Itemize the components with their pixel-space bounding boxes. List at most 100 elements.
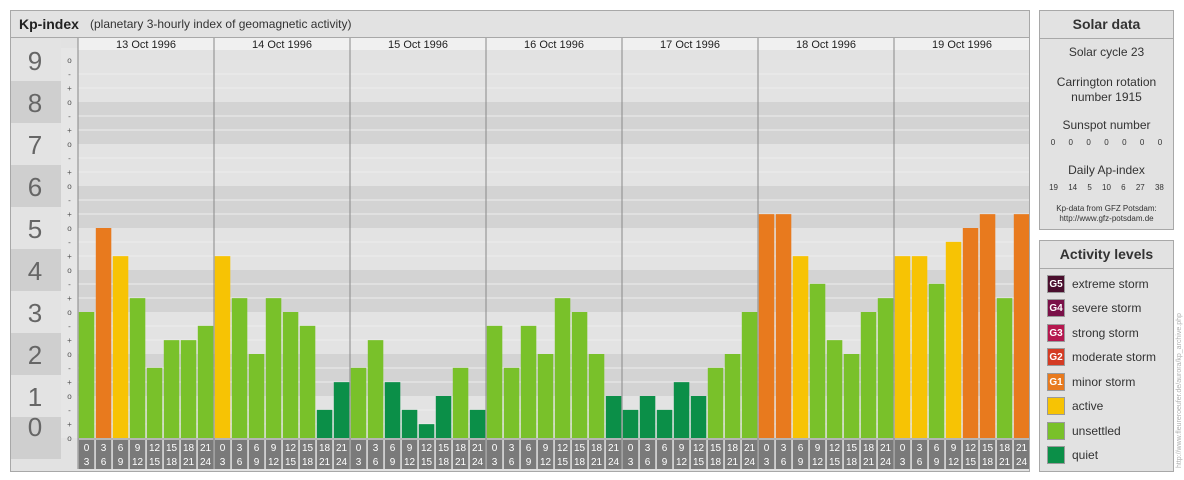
y-subtick-label: o [67,392,72,401]
day-header-cell [350,38,486,50]
y-subtick-label: - [68,238,71,247]
solar-data-panel: Solar data Solar cycle 23 Carrington rot… [1039,10,1174,230]
interval-end-label: 3 [764,457,770,468]
interval-cell [503,440,520,469]
interval-start-label: 15 [982,443,994,454]
kp-bar [265,298,282,438]
kp-bar [1013,214,1029,438]
kp-bar [571,312,588,438]
interval-start-label: 0 [764,443,770,454]
interval-start-label: 21 [880,443,892,454]
interval-start-label: 9 [543,443,549,454]
day-label: 15 Oct 1996 [388,39,448,51]
interval-start-label: 6 [118,443,124,454]
y-subtick-column [61,48,78,438]
interval-end-label: 18 [982,457,994,468]
kp-bar [78,312,95,438]
data-source-note: Kp-data from GFZ Potsdam: [1056,204,1157,213]
kp-bar-chart: 0123456789o+-o+-o+-o+-o+-o+-o+-o+-o+-o13… [11,38,1029,469]
interval-start-label: 15 [710,443,722,454]
y-subtick-label: o [67,224,72,233]
interval-cell [333,440,350,469]
interval-cell [996,440,1013,469]
kp-bar [979,214,996,438]
y-subtick-label: o [67,266,72,275]
interval-start-label: 0 [356,443,362,454]
y-tick-label: 7 [28,130,42,160]
kp-bar [401,409,418,438]
interval-start-label: 12 [557,443,569,454]
kp-bar [588,354,605,438]
level-swatch: G1 [1047,373,1065,391]
interval-start-label: 21 [744,443,756,454]
y-label-cell [11,417,61,459]
level-swatch [1047,397,1065,415]
y-tick-label: 2 [28,340,42,370]
level-label: active [1072,399,1104,413]
interval-cell [724,440,741,469]
interval-start-label: 0 [220,443,226,454]
level-label: moderate storm [1072,350,1157,364]
kp-chart-panel: Kp-index (planetary 3-hourly index of ge… [10,10,1030,472]
level-swatch: G3 [1047,324,1065,342]
kp-band [78,228,1029,270]
interval-start-label: 18 [319,443,331,454]
y-tick-label: 6 [28,172,42,202]
interval-end-label: 3 [84,457,90,468]
interval-end-label: 9 [118,457,124,468]
interval-end-label: 15 [421,457,433,468]
day-header-cell [894,38,1029,50]
kp-bar [112,256,129,438]
interval-cell [673,440,690,469]
kp-bar [554,298,571,438]
sunspot-value: 0 [1050,138,1056,147]
interval-start-label: 21 [336,443,348,454]
interval-cell [554,440,571,469]
interval-end-label: 9 [798,457,804,468]
sunspot-value: 0 [1104,138,1109,147]
interval-end-label: 9 [662,457,668,468]
interval-start-label: 3 [101,443,107,454]
interval-end-label: 21 [455,457,467,468]
kp-bar [860,312,877,438]
interval-start-label: 0 [628,443,634,454]
interval-start-label: 9 [135,443,141,454]
day-label: 18 Oct 1996 [796,39,856,51]
activity-levels-panel: Activity levels G5 extreme storm G4 seve… [1039,240,1174,472]
kp-bar [197,325,214,438]
day-header-cell [214,38,350,50]
interval-cell [775,440,792,469]
watermark-url: http://www.fleureroeufer.de/aurora/kp_ar… [1176,313,1183,468]
interval-start-label: 18 [591,443,603,454]
interval-end-label: 12 [676,457,688,468]
kp-bar [452,367,469,438]
interval-cell [792,440,809,469]
interval-cell [214,440,231,469]
interval-cell [452,440,469,469]
interval-end-label: 6 [509,457,515,468]
kp-bar [316,409,333,438]
interval-end-label: 24 [880,457,892,468]
chart-subtitle: (planetary 3-hourly index of geomagnetic… [90,17,352,31]
kp-bar [486,325,503,438]
interval-start-label: 0 [84,443,90,454]
y-label-cell [11,81,61,123]
y-subtick-label: - [68,406,71,415]
kp-bar [843,354,860,438]
interval-end-label: 24 [336,457,348,468]
kp-bar [384,382,401,438]
level-swatch: G4 [1047,299,1065,317]
level-label: severe storm [1072,301,1142,315]
kp-bar [180,340,197,438]
interval-cell [741,440,758,469]
interval-cell [367,440,384,469]
interval-start-label: 6 [526,443,532,454]
interval-cell [197,440,214,469]
sunspot-value: 0 [1086,138,1091,147]
y-subtick-label: o [67,350,72,359]
interval-end-label: 3 [492,457,498,468]
kp-bar [792,256,809,438]
interval-end-label: 24 [472,457,484,468]
interval-cell [945,440,962,469]
interval-cell [486,440,503,469]
